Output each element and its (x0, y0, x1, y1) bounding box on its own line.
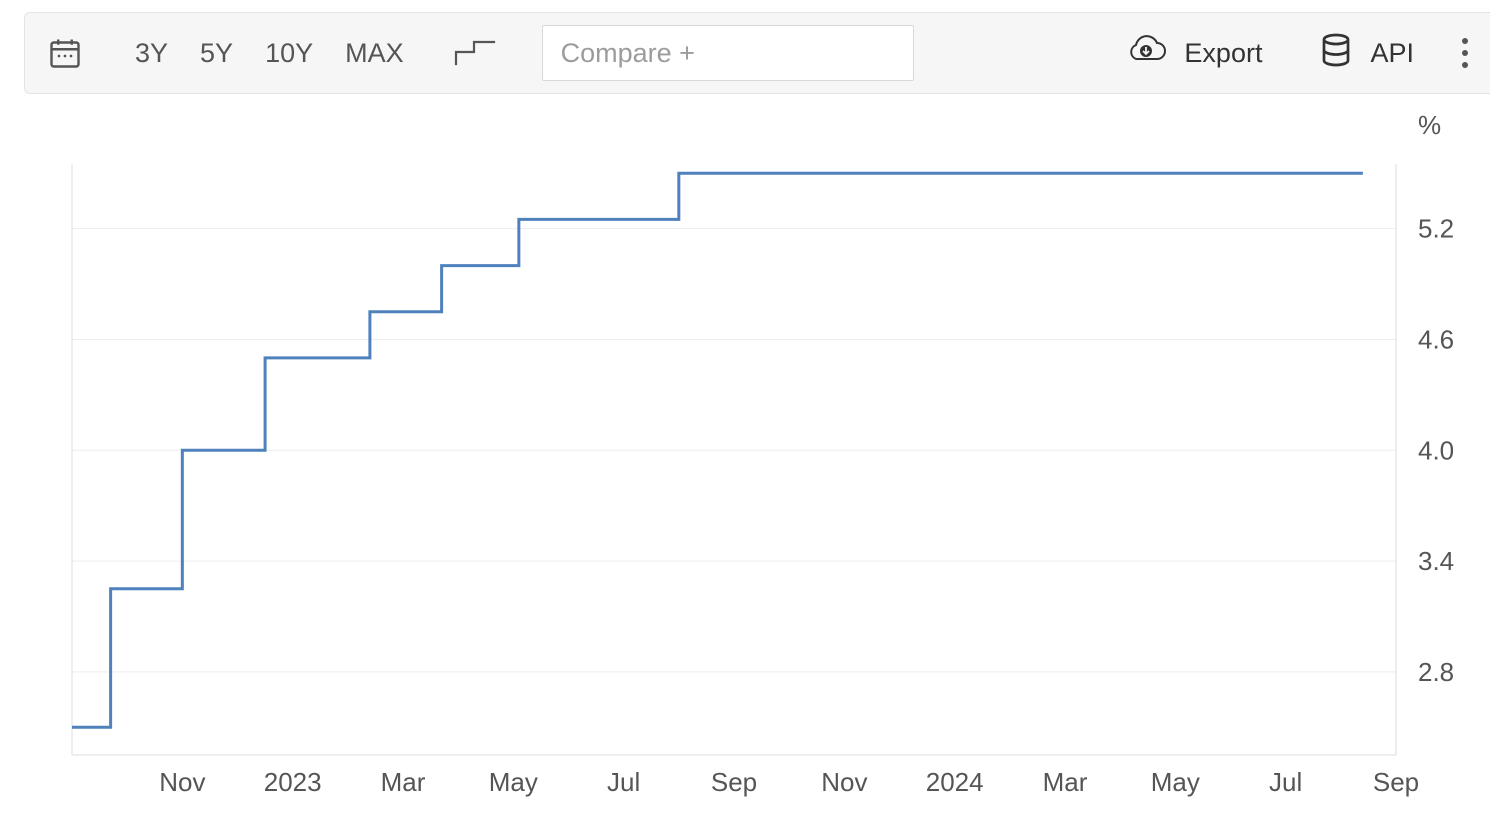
range-3y-button[interactable]: 3Y (135, 38, 168, 69)
x-tick-label: Mar (1043, 767, 1088, 797)
range-max-button[interactable]: MAX (345, 38, 404, 69)
chart-toolbar: 3Y 5Y 10Y MAX Export API (24, 12, 1490, 94)
x-tick-label: Jul (607, 767, 640, 797)
x-tick-label: May (1151, 767, 1200, 797)
x-tick-label: Sep (711, 767, 757, 797)
range-5y-button[interactable]: 5Y (200, 38, 233, 69)
export-button[interactable]: Export (1124, 33, 1262, 74)
cloud-download-icon (1124, 33, 1168, 74)
range-buttons: 3Y 5Y 10Y MAX (135, 38, 436, 69)
x-tick-label: Mar (381, 767, 426, 797)
date-range-icon[interactable] (47, 35, 83, 71)
x-tick-label: May (489, 767, 538, 797)
step-chart-icon[interactable] (454, 38, 498, 68)
y-tick-label: 3.4 (1418, 546, 1454, 576)
y-tick-label: 2.8 (1418, 657, 1454, 687)
x-tick-label: Sep (1373, 767, 1419, 797)
chart-area: 2.8 3.4 4.0 4.6 5.2% Nov 2023 Mar May Jul Sep Nov 20… (0, 94, 1490, 840)
x-tick-label: 2023 (264, 767, 322, 797)
x-tick-label: Jul (1269, 767, 1302, 797)
x-tick-label: Nov (821, 767, 867, 797)
compare-input[interactable] (542, 25, 914, 81)
api-label: API (1370, 38, 1414, 69)
y-tick-label: 4.6 (1418, 324, 1454, 354)
api-button[interactable]: API (1318, 32, 1414, 75)
range-10y-button[interactable]: 10Y (265, 38, 313, 69)
y-tick-label: 4.0 (1418, 435, 1454, 465)
database-icon (1318, 32, 1354, 75)
y-tick-label: 5.2 (1418, 214, 1454, 244)
export-label: Export (1184, 38, 1262, 69)
y-axis-unit-label: % (1418, 110, 1441, 140)
more-menu-icon[interactable] (1460, 36, 1470, 70)
x-tick-label: Nov (159, 767, 205, 797)
x-tick-label: 2024 (926, 767, 984, 797)
step-line-chart[interactable]: 2.8 3.4 4.0 4.6 5.2% Nov 2023 Mar May Jul Sep Nov 20… (0, 94, 1490, 840)
